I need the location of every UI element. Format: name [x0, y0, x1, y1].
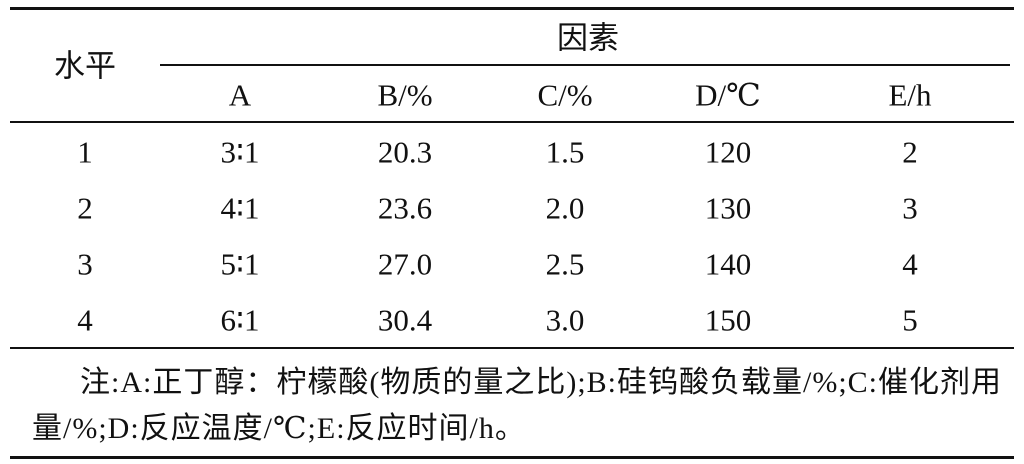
- top-rule: [10, 7, 1014, 10]
- table-cell: 27.0: [377, 246, 433, 282]
- table-cell: 150: [704, 302, 752, 338]
- column-header: D/℃: [695, 77, 761, 113]
- row-label-header: 水平: [54, 48, 116, 84]
- table-cell: 3∶1: [220, 134, 260, 170]
- table-cell: 130: [704, 190, 752, 226]
- table-cell: 140: [704, 246, 752, 282]
- table-cell: 3.0: [545, 302, 585, 338]
- table-cell: 4: [77, 302, 93, 338]
- table-cell: 4: [902, 246, 918, 282]
- table-cell: 3: [902, 190, 918, 226]
- table-cell: 20.3: [377, 134, 433, 170]
- group-rule: [160, 64, 1010, 66]
- table-cell: 2: [902, 134, 918, 170]
- table-cell: 1.5: [545, 134, 585, 170]
- body-rule: [10, 347, 1014, 349]
- column-header: B/%: [377, 77, 433, 113]
- table-cell: 120: [704, 134, 752, 170]
- table-cell: 5: [902, 302, 918, 338]
- table-cell: 3: [77, 246, 93, 282]
- column-header: E/h: [888, 77, 932, 113]
- table-cell: 2: [77, 190, 93, 226]
- table-cell: 5∶1: [220, 246, 260, 282]
- table-cell: 30.4: [377, 302, 433, 338]
- column-header: C/%: [537, 77, 593, 113]
- column-header: A: [228, 77, 252, 113]
- bottom-rule: [10, 456, 1014, 459]
- header-rule: [10, 121, 1014, 123]
- table-cell: 1: [77, 134, 93, 170]
- group-header: 因素: [557, 20, 619, 56]
- table-cell: 2.5: [545, 246, 585, 282]
- table-cell: 2.0: [545, 190, 585, 226]
- table-cell: 6∶1: [220, 302, 260, 338]
- table-cell: 23.6: [377, 190, 433, 226]
- table-cell: 4∶1: [220, 190, 260, 226]
- note: 注:A:正丁醇：柠檬酸(物质的量之比);B:硅钨酸负载量/%;C:催化剂用量/%…: [32, 366, 1002, 445]
